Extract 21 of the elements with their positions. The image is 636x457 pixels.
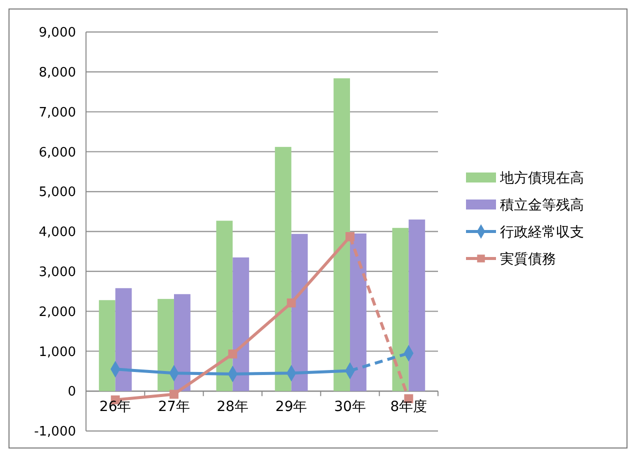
x-tick-label: 28年 <box>216 399 249 416</box>
y-tick-label: 5,000 <box>38 185 76 200</box>
x-tick-label: 29年 <box>275 399 308 416</box>
y-tick-label: 8,000 <box>38 65 76 80</box>
y-tick-label: 1,000 <box>38 344 76 360</box>
y-tick-label: 9,000 <box>38 26 76 41</box>
legend-label: 行政経常収支 <box>500 224 584 240</box>
y-tick-label: -1,000 <box>34 424 76 440</box>
y-tick-label: 0 <box>68 384 76 400</box>
y-tick-label: 6,000 <box>38 145 76 160</box>
legend-label: 積立金等残高 <box>500 197 584 214</box>
x-tick-label: 27年 <box>158 399 190 416</box>
y-tick-label: 4,000 <box>38 225 76 240</box>
y-tick-label: 3,000 <box>38 264 76 280</box>
legend-label: 地方債現在高 <box>499 170 584 186</box>
x-tick-label: 8年度 <box>390 399 428 416</box>
x-tick-label: 30年 <box>334 399 366 416</box>
x-tick-label: 26年 <box>99 399 132 416</box>
legend-label: 実質債務 <box>500 251 556 268</box>
y-tick-label: 7,000 <box>38 105 76 120</box>
y-tick-label: 2,000 <box>38 304 76 320</box>
